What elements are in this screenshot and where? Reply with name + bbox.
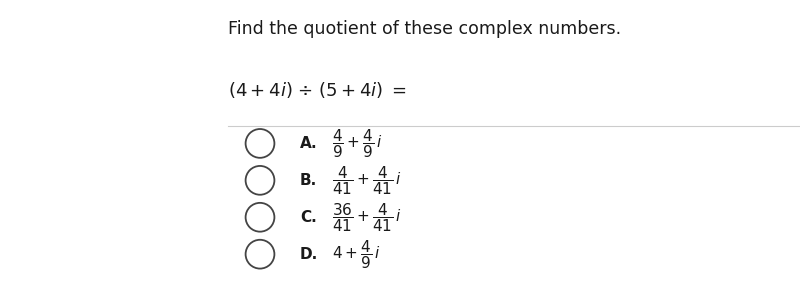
Text: $\dfrac{36}{41}+\dfrac{4}{41}\,i$: $\dfrac{36}{41}+\dfrac{4}{41}\,i$ (332, 201, 402, 234)
Text: C.: C. (300, 210, 317, 225)
Text: Find the quotient of these complex numbers.: Find the quotient of these complex numbe… (228, 20, 621, 38)
Text: B.: B. (300, 173, 318, 188)
Text: $\dfrac{4}{41}+\dfrac{4}{41}\,i$: $\dfrac{4}{41}+\dfrac{4}{41}\,i$ (332, 164, 402, 197)
Text: $\dfrac{4}{9}+\dfrac{4}{9}\,i$: $\dfrac{4}{9}+\dfrac{4}{9}\,i$ (332, 127, 382, 160)
Text: A.: A. (300, 136, 318, 151)
Text: D.: D. (300, 247, 318, 262)
Text: $(4 + 4\mathit{i})$ $\div$ $(5 + 4\mathit{i})$ $=$: $(4 + 4\mathit{i})$ $\div$ $(5 + 4\mathi… (228, 80, 407, 99)
Text: $4+\dfrac{4}{9}\,i$: $4+\dfrac{4}{9}\,i$ (332, 238, 381, 271)
